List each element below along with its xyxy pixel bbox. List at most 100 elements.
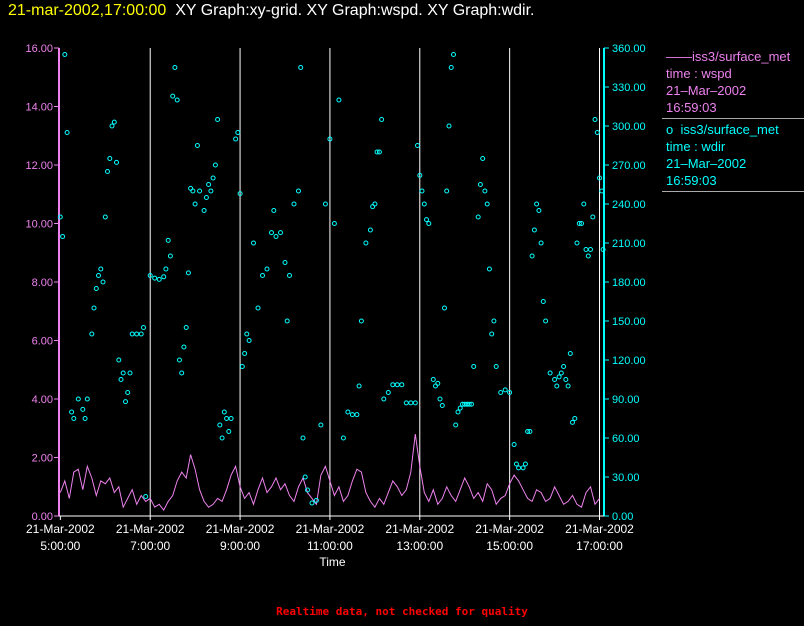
- wdir-point: [426, 221, 432, 226]
- x-tick-date: 21-Mar-2002: [26, 522, 95, 536]
- wdir-point: [457, 405, 463, 411]
- y-left-tick-label: 4.00: [32, 394, 53, 406]
- wdir-point: [278, 230, 283, 236]
- wdir-point: [415, 143, 420, 148]
- wdir-point: [493, 364, 499, 369]
- wdir-point: [390, 382, 396, 388]
- wdir-point: [152, 275, 158, 281]
- y-left-tick-label: 8.00: [32, 277, 53, 289]
- x-tick-date: 21-Mar-2002: [206, 522, 275, 536]
- y-right-tick-label: 270.00: [612, 160, 646, 172]
- wdir-point: [143, 494, 149, 499]
- wdir-point: [302, 474, 308, 480]
- wdir-point: [127, 370, 133, 376]
- wdir-point: [437, 396, 443, 402]
- wdir-point: [210, 175, 216, 181]
- wdir-point: [129, 331, 135, 337]
- wdir-point: [172, 65, 178, 70]
- wdir-point: [120, 370, 126, 376]
- wdir-point: [367, 227, 373, 233]
- legend-wdir-date: 21–Mar–2002: [666, 156, 747, 171]
- wdir-point: [138, 331, 144, 337]
- wdir-point: [105, 169, 110, 174]
- wdir-point: [89, 331, 95, 337]
- wdir-point: [271, 208, 277, 213]
- wdir-point: [345, 409, 351, 415]
- wdir-point: [547, 370, 553, 376]
- legend-divider: [662, 118, 804, 119]
- wdir-point: [309, 500, 315, 506]
- wdir-point: [534, 201, 540, 207]
- wdir-point: [527, 429, 533, 434]
- wdir-point: [552, 377, 558, 382]
- wdir-point: [305, 487, 310, 493]
- wdir-point: [224, 416, 230, 421]
- wdir-point: [336, 97, 342, 103]
- wdir-point: [561, 364, 567, 369]
- wdir-point: [170, 93, 176, 99]
- legend-wspd-var: time : wspd: [666, 66, 732, 81]
- wdir-point: [322, 201, 328, 207]
- wdir-point: [80, 406, 86, 412]
- wdir-point: [313, 497, 319, 503]
- wdir-point: [327, 136, 333, 142]
- legend-wspd-time: 16:59:03: [666, 100, 717, 115]
- wdir-point: [123, 399, 128, 405]
- wdir-point: [419, 188, 425, 194]
- wdir-point: [520, 465, 526, 471]
- tick-labels: 0.00 2.00 4.00 6.00 8.00 10.00 12.00 14.00 16.00…: [25, 43, 645, 569]
- wdir-point: [318, 422, 324, 428]
- wdir-point: [455, 409, 461, 415]
- wdir-point: [156, 276, 162, 282]
- wdir-point: [516, 465, 522, 471]
- wdir-point: [498, 390, 504, 395]
- wdir-point: [466, 401, 472, 407]
- wdir-point: [331, 221, 337, 226]
- wdir-point: [513, 461, 519, 467]
- wdir-point: [82, 416, 88, 421]
- wdir-point: [134, 331, 140, 337]
- wdir-point: [192, 201, 198, 207]
- x-tick-date: 21-Mar-2002: [296, 522, 365, 536]
- wdir-point: [435, 380, 441, 386]
- wdir-point: [430, 377, 436, 382]
- legend-wspd-date: 21–Mar–2002: [666, 83, 747, 98]
- wdir-point: [540, 299, 546, 304]
- y-right-tick-label: 60.00: [612, 433, 640, 445]
- wdir-point: [511, 442, 517, 447]
- wdir-point: [349, 412, 355, 418]
- wdir-point: [246, 338, 252, 343]
- wdir-point: [444, 188, 450, 194]
- wdir-point: [482, 188, 488, 194]
- wdir-point: [374, 149, 380, 155]
- x-tick-date: 21-Mar-2002: [475, 522, 544, 536]
- wdir-point: [385, 390, 391, 395]
- wdir-point: [233, 136, 239, 142]
- wdir-point: [376, 149, 382, 155]
- wdir-point: [588, 247, 593, 252]
- wdir-point: [163, 266, 169, 272]
- wdir-point: [190, 188, 196, 194]
- wdir-point: [141, 325, 146, 330]
- wdir-point: [394, 382, 400, 388]
- wdir-point: [183, 325, 189, 330]
- wdir-point: [255, 305, 261, 311]
- wdir-point: [107, 156, 113, 161]
- wdir-point: [399, 382, 405, 388]
- wdir-point: [597, 175, 602, 181]
- y-left-tick-label: 14.00: [25, 102, 53, 114]
- wdir-point: [287, 273, 292, 278]
- wdir-point: [185, 270, 191, 276]
- x-tick-time: 7:00:00: [130, 539, 170, 553]
- wdir-point: [538, 240, 544, 246]
- wdir-point: [529, 253, 535, 259]
- y-left-tick-label: 6.00: [32, 336, 53, 348]
- wdir-point: [592, 117, 598, 122]
- wdir-point: [424, 217, 429, 223]
- wdir-point: [594, 130, 600, 135]
- wdir-point: [579, 221, 584, 226]
- wdir-point: [484, 201, 490, 207]
- wdir-point: [480, 156, 486, 161]
- wdir-point: [531, 227, 537, 233]
